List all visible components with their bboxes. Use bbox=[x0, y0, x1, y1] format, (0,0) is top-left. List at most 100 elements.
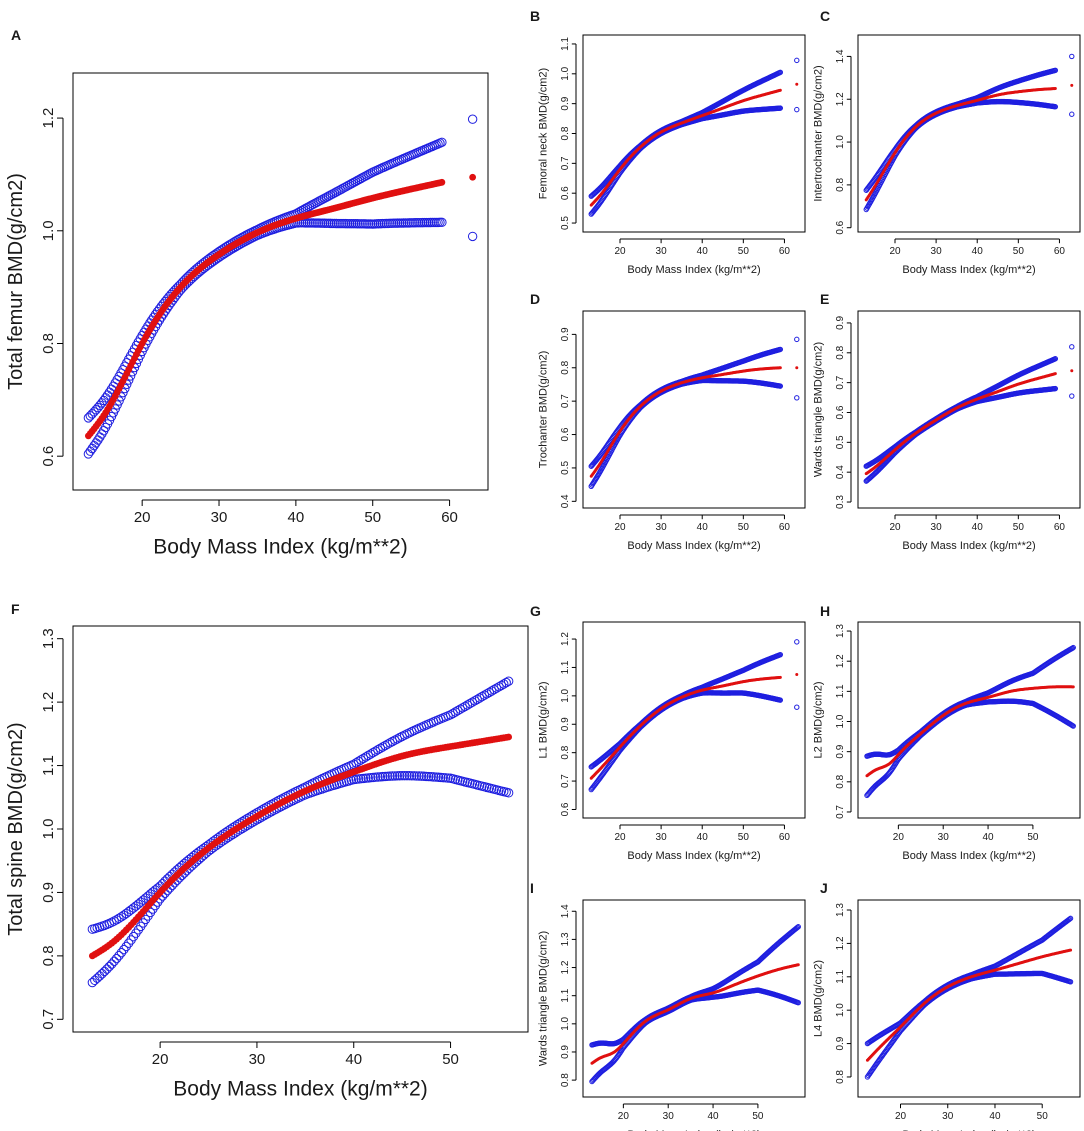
ci-upper-series bbox=[588, 346, 784, 469]
ci-lower-point bbox=[390, 771, 400, 781]
fit-series bbox=[589, 88, 782, 207]
ci-upper-point bbox=[437, 137, 447, 148]
y-tick-label: 0.9 bbox=[560, 717, 571, 731]
ci-point bbox=[467, 114, 478, 124]
ci-upper-point bbox=[494, 682, 504, 692]
panel-label: A bbox=[11, 27, 21, 43]
ci-lower-point bbox=[128, 931, 139, 942]
x-tick-label: 40 bbox=[345, 1051, 362, 1068]
fit-point bbox=[778, 366, 782, 370]
plot-area bbox=[588, 57, 800, 217]
x-axis-title: Body Mass Index (kg/m**2) bbox=[627, 540, 760, 552]
ci-upper-point bbox=[361, 752, 371, 762]
ci-lower-point bbox=[104, 961, 115, 972]
plot-frame bbox=[857, 621, 1081, 819]
fit-series bbox=[84, 178, 446, 440]
y-tick-label: 0.9 bbox=[40, 882, 57, 903]
x-tick-label: 20 bbox=[152, 1051, 169, 1068]
ci-lower-point bbox=[411, 771, 422, 781]
ci-upper-point bbox=[356, 755, 366, 765]
fit-series bbox=[589, 366, 782, 478]
ci-upper-point bbox=[375, 743, 386, 754]
y-tick-label: 0.7 bbox=[560, 394, 571, 408]
x-axis: 20 30 40 50 60 bbox=[614, 514, 791, 533]
ci-upper-point bbox=[119, 910, 129, 920]
fit-series bbox=[864, 372, 1057, 476]
y-tick-label: 1.2 bbox=[40, 692, 57, 713]
panel-label: E bbox=[820, 291, 829, 307]
ci-upper-point bbox=[390, 735, 400, 745]
x-tick-label: 40 bbox=[697, 246, 709, 257]
ci-upper-point bbox=[114, 913, 124, 924]
plot-area bbox=[863, 344, 1075, 484]
y-tick-label: 1.2 bbox=[40, 108, 57, 129]
plot-area bbox=[588, 639, 800, 793]
ci-upper-point bbox=[116, 912, 127, 922]
fit-point bbox=[795, 82, 799, 86]
ci-upper-point bbox=[486, 686, 497, 696]
ci-lower-point bbox=[399, 770, 410, 781]
ci-point bbox=[794, 336, 800, 343]
ci-lower-point bbox=[92, 973, 102, 983]
ci-upper-point bbox=[349, 759, 359, 769]
ci-upper-point bbox=[477, 691, 487, 702]
ci-upper-point bbox=[353, 756, 364, 767]
ci-lower-point bbox=[380, 771, 390, 782]
plot-area bbox=[864, 644, 1076, 799]
y-tick-label: 0.6 bbox=[560, 186, 571, 200]
ci-upper-point bbox=[457, 703, 468, 713]
y-tick-label: 0.8 bbox=[560, 745, 571, 759]
x-axis-title: Body Mass Index (kg/m**2) bbox=[153, 535, 407, 558]
plot-area bbox=[863, 53, 1075, 213]
fit-point bbox=[795, 673, 799, 677]
x-tick-label: 30 bbox=[656, 832, 668, 843]
y-tick-label: 0.8 bbox=[40, 333, 57, 354]
y-tick-label: 1.0 bbox=[835, 135, 846, 149]
y-axis-title: Total femur BMD(g/cm2) bbox=[5, 173, 27, 390]
ci-lower-point bbox=[90, 975, 100, 986]
y-tick-label: 0.8 bbox=[835, 178, 846, 192]
y-tick-label: 1.1 bbox=[40, 755, 57, 776]
y-tick-label: 1.2 bbox=[835, 92, 846, 106]
y-tick-label: 0.7 bbox=[835, 805, 846, 819]
y-tick-label: 1.1 bbox=[835, 684, 846, 698]
x-tick-label: 40 bbox=[697, 522, 709, 533]
x-tick-label: 20 bbox=[893, 832, 905, 843]
y-tick-label: 1.4 bbox=[835, 49, 846, 63]
ci-upper-point bbox=[503, 676, 514, 686]
y-axis: 0.40.50.60.70.80.9 bbox=[560, 327, 577, 508]
y-axis: 0.60.81.01.21.4 bbox=[835, 49, 852, 235]
panel-label: G bbox=[530, 603, 541, 619]
ci-upper-point bbox=[365, 749, 376, 759]
ci-upper-point bbox=[474, 693, 485, 703]
ci-lower-point bbox=[387, 771, 398, 781]
panel-label: C bbox=[820, 8, 830, 24]
y-tick-label: 1.1 bbox=[560, 660, 571, 674]
ci-upper-point bbox=[460, 701, 470, 712]
y-tick-label: 0.6 bbox=[560, 802, 571, 816]
x-axis-title: Body Mass Index (kg/m**2) bbox=[902, 850, 1035, 862]
ci-lower-point bbox=[109, 956, 119, 967]
ci-lower-point bbox=[437, 217, 447, 228]
ci-lower-point bbox=[421, 771, 432, 782]
x-axis-title: Body Mass Index (kg/m**2) bbox=[627, 850, 760, 862]
ci-point bbox=[794, 704, 800, 710]
plot-frame bbox=[857, 34, 1081, 233]
x-tick-label: 40 bbox=[972, 522, 984, 533]
y-tick-label: 1.0 bbox=[560, 66, 571, 80]
ci-upper-point bbox=[453, 705, 463, 716]
ci-lower-series bbox=[863, 385, 1059, 484]
y-axis: 0.30.40.50.60.70.80.9 bbox=[835, 316, 852, 509]
y-tick-label: 1.1 bbox=[560, 37, 571, 51]
y-tick-label: 0.7 bbox=[560, 774, 571, 788]
ci-lower-point bbox=[404, 771, 415, 781]
x-axis: 20 30 40 50 60 bbox=[889, 514, 1065, 533]
x-tick-label: 40 bbox=[697, 832, 709, 843]
x-axis-title: Body Mass Index (kg/m**2) bbox=[627, 264, 760, 276]
ci-upper-point bbox=[462, 700, 473, 710]
plot-frame bbox=[582, 621, 806, 819]
ci-upper-point bbox=[491, 683, 502, 693]
x-tick-label: 60 bbox=[779, 522, 791, 533]
